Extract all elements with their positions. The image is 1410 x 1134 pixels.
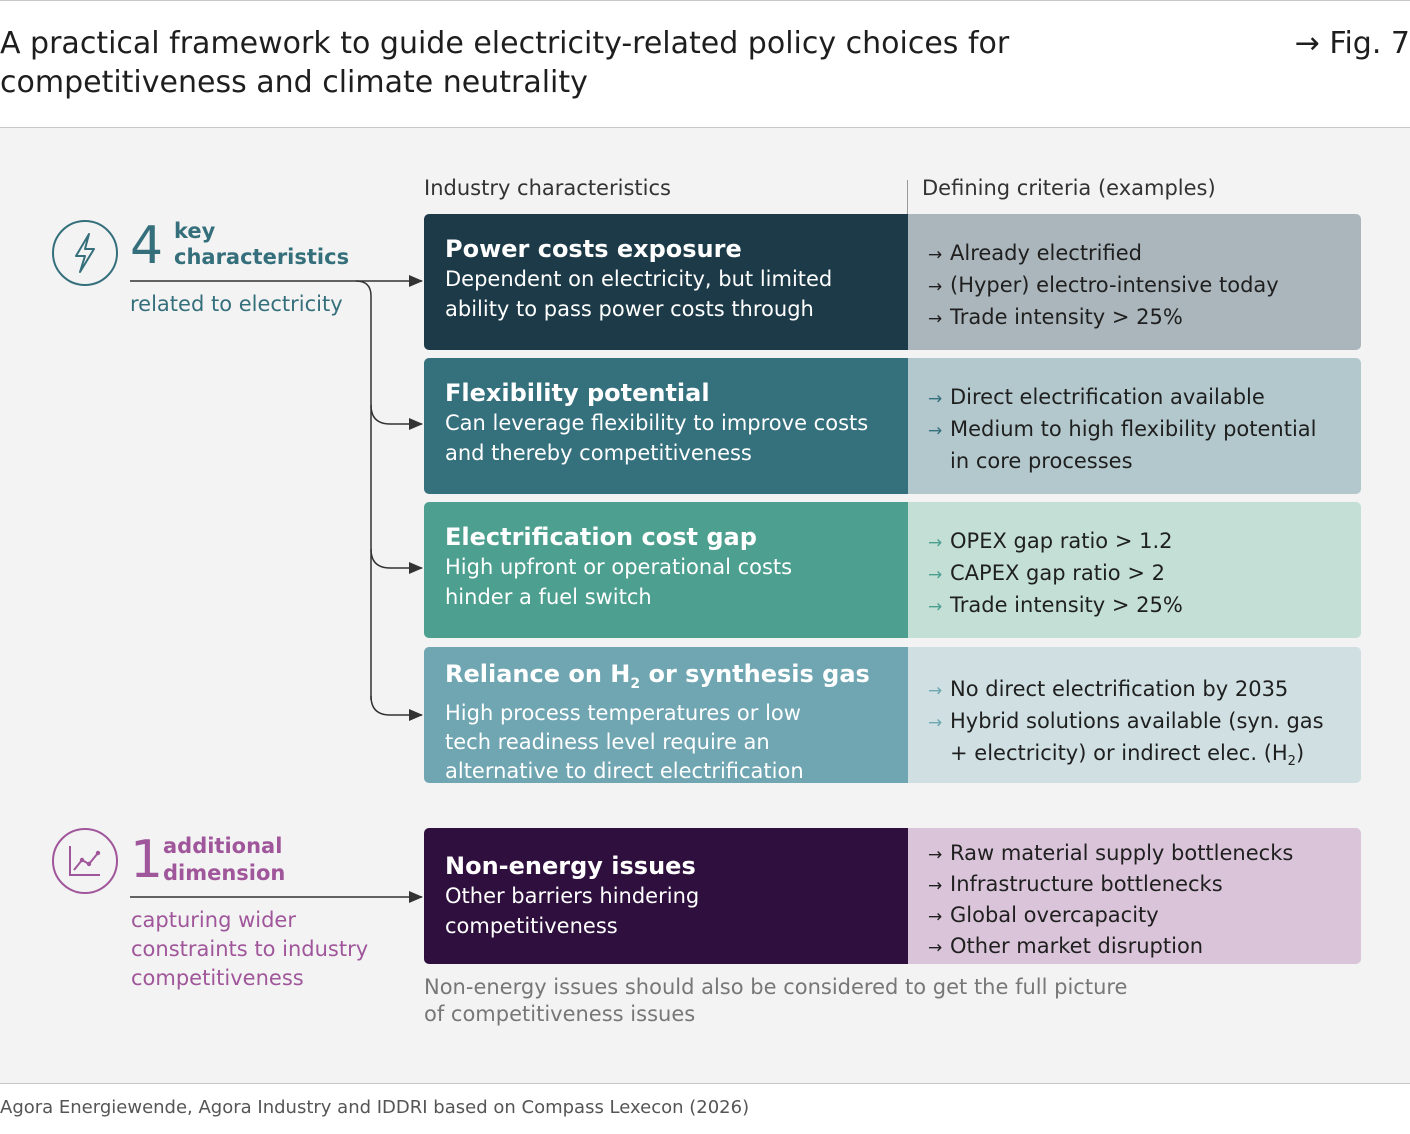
row-description-line: Can leverage flexibility to improve cost…: [445, 411, 869, 435]
arrow-right-icon: →: [928, 597, 943, 617]
criterion-item: → Direct electrification available: [928, 382, 1361, 414]
row-power-costs-exposure: Power costs exposure Dependent on electr…: [424, 214, 1361, 350]
page-title: A practical framework to guide electrici…: [0, 24, 1100, 102]
row-title: Non-energy issues: [445, 852, 696, 880]
key-label-line-2: characteristics: [174, 245, 350, 269]
criterion-item: → Already electrified: [928, 238, 1361, 270]
arrow-right-icon: →: [928, 309, 943, 329]
footnote-line: Non-energy issues should also be conside…: [424, 975, 1128, 999]
row-criteria: → Already electrified → (Hyper) electro-in…: [908, 214, 1361, 350]
connector-row-2: [370, 404, 423, 430]
arrow-right-icon: →: [928, 277, 943, 297]
key-label-line-1: key: [174, 219, 216, 243]
connector-row-4: [370, 695, 423, 721]
additional-label-line-1: additional: [163, 834, 283, 858]
arrow-right-icon: →: [928, 907, 943, 927]
connector-trunk: [355, 280, 372, 700]
row-title: Power costs exposure: [445, 235, 742, 263]
additional-count: 1: [130, 830, 164, 890]
criterion-item: → Hybrid solutions available (syn. gas: [928, 706, 1361, 738]
header-divider: [0, 127, 1410, 128]
arrow-right-icon: →: [928, 681, 943, 701]
footnote: Non-energy issues should also be conside…: [424, 974, 1224, 1028]
row-description-line: High upfront or operational costs: [445, 555, 793, 579]
row-reliance-on-h2: Reliance on H2 or synthesis gas High pro…: [424, 647, 1361, 783]
key-count: 4: [130, 216, 164, 276]
arrow-right-icon: →: [928, 245, 943, 265]
arrow-right-icon: →: [928, 938, 943, 958]
row-description-line: Dependent on electricity, but limited: [445, 267, 833, 291]
row-non-energy-issues: Non-energy issues Other barriers hinderi…: [424, 828, 1361, 964]
row-description-line: High process temperatures or low: [445, 700, 801, 725]
criterion-continuation: + electricity) or indirect elec. (H2): [950, 741, 1305, 770]
column-header-criteria: Defining criteria (examples): [922, 176, 1216, 200]
column-header-characteristics: Industry characteristics: [424, 176, 671, 200]
source-credit: Agora Energiewende, Agora Industry and I…: [0, 1097, 750, 1118]
figure-reference: → Fig. 7: [1294, 26, 1410, 61]
row-description-line: ability to pass power costs through: [445, 297, 814, 321]
row-description-line: and thereby competitiveness: [445, 441, 752, 465]
criterion-item: → Medium to high flexibility potential: [928, 414, 1361, 446]
criterion-continuation: in core processes: [950, 449, 1133, 473]
additional-sublabel: capturing wider constraints to industry …: [131, 906, 368, 993]
arrow-right-icon: →: [928, 533, 943, 553]
title-line-1: A practical framework to guide electrici…: [0, 26, 1010, 61]
row-characteristic: Electrification cost gap High upfront or…: [424, 502, 908, 638]
row-title: Flexibility potential: [445, 379, 710, 407]
criterion-item: → Infrastructure bottlenecks: [928, 870, 1361, 901]
additional-sublabel-line: competitiveness: [131, 966, 304, 990]
row-description-line: Other barriers hindering: [445, 884, 700, 908]
row-criteria: → OPEX gap ratio > 1.2 → CAPEX gap ratio >…: [908, 502, 1361, 638]
row-characteristic: Power costs exposure Dependent on electr…: [424, 214, 908, 350]
column-divider: [907, 180, 908, 214]
criterion-item: → CAPEX gap ratio > 2: [928, 558, 1361, 590]
row-flexibility-potential: Flexibility potential Can leverage flexi…: [424, 358, 1361, 494]
criterion-item: → Trade intensity > 25%: [928, 590, 1361, 622]
arrow-right-icon: →: [928, 845, 943, 865]
arrow-right-icon: →: [928, 713, 943, 733]
footer-divider: [0, 1083, 1410, 1084]
criterion-item: → No direct electrification by 2035: [928, 674, 1361, 706]
row-characteristic: Reliance on H2 or synthesis gas High pro…: [424, 647, 908, 783]
row-description-line: tech readiness level require an: [445, 729, 770, 754]
arrow-right-icon: →: [928, 876, 943, 896]
arrow-right-icon: →: [928, 421, 943, 441]
row-characteristic: Non-energy issues Other barriers hinderi…: [424, 828, 908, 964]
line-chart-icon: [52, 828, 118, 894]
lightning-icon: [52, 220, 118, 286]
arrow-right-icon: →: [928, 565, 943, 585]
arrow-right-icon: →: [928, 389, 943, 409]
row-description-line: competitiveness: [445, 914, 618, 938]
additional-sublabel-line: capturing wider: [131, 908, 296, 932]
row-criteria: → No direct electrification by 2035 → Hybr…: [908, 647, 1361, 783]
footnote-line: of competitiveness issues: [424, 1002, 696, 1026]
row-electrification-cost-gap: Electrification cost gap High upfront or…: [424, 502, 1361, 638]
row-title: Reliance on H2 or synthesis gas: [445, 660, 870, 692]
top-border: [0, 0, 1410, 1]
key-sublabel: related to electricity: [130, 292, 343, 316]
row-criteria: → Direct electrification available → Mediu…: [908, 358, 1361, 494]
criterion-item: → Trade intensity > 25%: [928, 302, 1361, 334]
criterion-item: → (Hyper) electro-intensive today: [928, 270, 1361, 302]
row-description-line: alternative to direct electrification: [445, 758, 804, 783]
row-description-line: hinder a fuel switch: [445, 585, 652, 609]
additional-label-line-2: dimension: [163, 861, 286, 885]
row-characteristic: Flexibility potential Can leverage flexi…: [424, 358, 908, 494]
additional-sublabel-line: constraints to industry: [131, 937, 369, 961]
title-line-2: competitiveness and climate neutrality: [0, 65, 588, 100]
connector-row-3: [370, 548, 423, 574]
criterion-item: → OPEX gap ratio > 1.2: [928, 526, 1361, 558]
row-title: Electrification cost gap: [445, 523, 757, 551]
row-criteria: → Raw material supply bottlenecks → Infras…: [908, 828, 1361, 964]
criterion-item: → Raw material supply bottlenecks: [928, 839, 1361, 870]
criterion-item: → Other market disruption: [928, 932, 1361, 963]
criterion-item: → Global overcapacity: [928, 901, 1361, 932]
